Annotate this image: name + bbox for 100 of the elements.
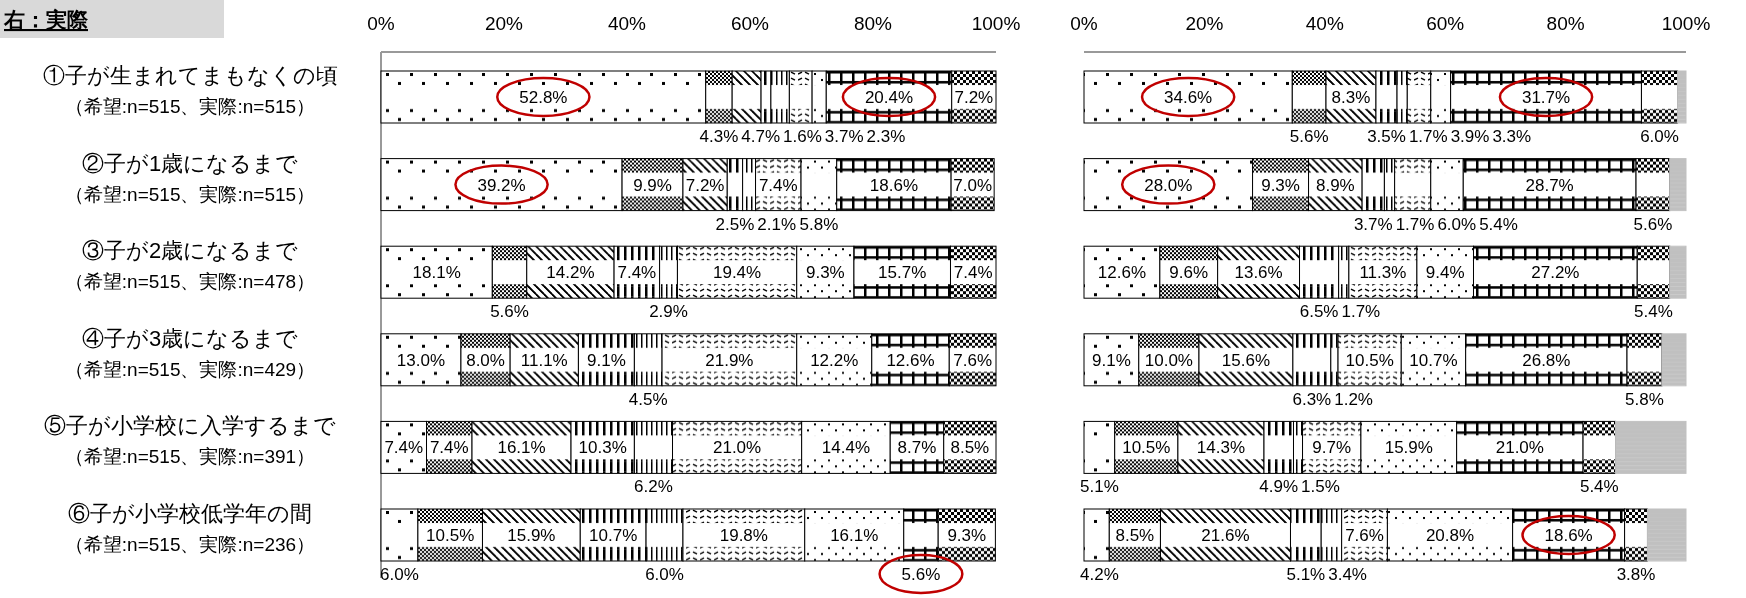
y-tick-label: ⑥子が小学校低学年の間（希望:n=515、実際:n=236） bbox=[64, 501, 316, 555]
x-tick-label: 0% bbox=[367, 13, 395, 34]
data-label: 52.8% bbox=[519, 88, 568, 107]
x-tick-label: 40% bbox=[1305, 13, 1344, 34]
data-label: 10.7% bbox=[589, 526, 638, 545]
data-label: 13.6% bbox=[1234, 263, 1283, 283]
x-tick-label: 60% bbox=[1426, 13, 1465, 34]
data-label: 6.3% bbox=[1292, 389, 1332, 409]
data-label: 20.8% bbox=[1425, 526, 1475, 545]
data-label: 6.0% bbox=[1640, 127, 1679, 146]
data-label: 8.5% bbox=[950, 438, 990, 458]
data-label: 7.0% bbox=[953, 175, 993, 195]
bar bbox=[1661, 333, 1687, 387]
x-tick-label: 100% bbox=[971, 13, 1021, 34]
data-label: 19.8% bbox=[719, 526, 768, 545]
data-label: 7.4% bbox=[384, 438, 424, 458]
data-label: 6.2% bbox=[634, 477, 673, 497]
data-label: 11.3% bbox=[1359, 263, 1407, 283]
data-label: 4.3% bbox=[699, 127, 739, 146]
y-tick-label: ⑤子が小学校に入学するまで（希望:n=515、実際:n=391） bbox=[44, 413, 336, 468]
data-label: 39.2% bbox=[477, 175, 526, 195]
data-label: 4.7% bbox=[741, 127, 781, 146]
data-label: 3.3% bbox=[1492, 127, 1532, 146]
data-label: 5.6% bbox=[490, 302, 529, 322]
data-label: 16.1% bbox=[497, 438, 546, 458]
data-label: 5.6% bbox=[901, 565, 941, 584]
data-label: 9.3% bbox=[947, 526, 987, 545]
data-label: 10.5% bbox=[1122, 438, 1171, 458]
x-tick-label: 100% bbox=[1661, 13, 1711, 34]
data-label: 9.9% bbox=[633, 175, 672, 195]
x-tick-label: 80% bbox=[1546, 13, 1585, 34]
data-label: 31.7% bbox=[1521, 88, 1571, 107]
data-label: 8.3% bbox=[1331, 88, 1371, 107]
data-label: 19.4% bbox=[712, 263, 762, 283]
data-label: 7.4% bbox=[429, 438, 469, 458]
data-label: 5.6% bbox=[1633, 214, 1673, 234]
x-tick-label: 0% bbox=[1070, 13, 1098, 34]
data-label: 4.5% bbox=[628, 389, 668, 409]
x-tick-label: 20% bbox=[1185, 13, 1224, 34]
data-label: 16.1% bbox=[830, 526, 879, 545]
data-label: 3.7% bbox=[1353, 214, 1393, 234]
data-label: 3.8% bbox=[1616, 565, 1656, 584]
data-label: 7.6% bbox=[953, 350, 993, 370]
data-label: 6.0% bbox=[645, 565, 684, 584]
y-tick-label: ③子が2歳になるまで（希望:n=515、実際:n=478） bbox=[64, 238, 316, 293]
data-label: 7.2% bbox=[954, 88, 994, 107]
x-tick-label: 40% bbox=[607, 13, 647, 34]
data-label: 21.9% bbox=[705, 350, 754, 370]
data-label: 5.4% bbox=[1479, 214, 1518, 234]
data-label: 6.0% bbox=[380, 565, 419, 584]
data-label: 12.6% bbox=[886, 350, 935, 370]
data-label: 18.6% bbox=[869, 175, 919, 195]
x-tick-label: 20% bbox=[484, 13, 524, 34]
data-label: 5.1% bbox=[1080, 477, 1119, 497]
data-label: 9.3% bbox=[1261, 175, 1300, 195]
data-label: 20.4% bbox=[864, 88, 914, 107]
data-label: 9.4% bbox=[1425, 263, 1465, 283]
data-label: 28.7% bbox=[1525, 175, 1574, 195]
data-label: 5.8% bbox=[799, 214, 839, 234]
y-tick-label: ②子が1歳になるまで（希望:n=515、実際:n=515） bbox=[64, 150, 316, 205]
data-label: 1.2% bbox=[1334, 389, 1373, 409]
data-label: 9.6% bbox=[1169, 263, 1209, 283]
data-label: 21.0% bbox=[1495, 438, 1544, 458]
data-label: 14.3% bbox=[1196, 438, 1246, 458]
data-label: 27.2% bbox=[1531, 263, 1580, 283]
data-label: 9.3% bbox=[805, 263, 845, 283]
bar bbox=[1646, 508, 1687, 562]
data-label: 18.6% bbox=[1544, 526, 1593, 545]
data-label: 2.1% bbox=[757, 214, 797, 234]
data-label: 9.1% bbox=[1092, 350, 1131, 370]
text: 右：実際 bbox=[3, 8, 89, 31]
data-label: 8.9% bbox=[1315, 175, 1355, 195]
data-label: 1.5% bbox=[1301, 477, 1340, 497]
data-label: 4.9% bbox=[1259, 477, 1299, 497]
data-label: 1.6% bbox=[783, 127, 822, 146]
x-tick-label: 60% bbox=[730, 13, 770, 34]
data-label: 3.9% bbox=[1450, 127, 1490, 146]
data-label: 2.9% bbox=[649, 302, 688, 322]
bar bbox=[1615, 420, 1687, 474]
data-label: 15.9% bbox=[1384, 438, 1433, 458]
data-label: 8.7% bbox=[897, 438, 937, 458]
data-label: 5.8% bbox=[1625, 389, 1664, 409]
data-label: 26.8% bbox=[1522, 350, 1571, 370]
data-label: 12.2% bbox=[810, 350, 859, 370]
data-label: 10.5% bbox=[426, 526, 475, 545]
data-label: 1.7% bbox=[1408, 127, 1448, 146]
data-label: 5.1% bbox=[1286, 565, 1326, 584]
data-label: 10.5% bbox=[1345, 350, 1394, 370]
data-label: 2.3% bbox=[866, 127, 906, 146]
data-label: 7.6% bbox=[1345, 526, 1384, 545]
data-label: 10.0% bbox=[1144, 350, 1193, 370]
x-tick-label: 80% bbox=[853, 13, 893, 34]
y-tick-label: ①子が生まれてまもなくの頃（希望:n=515、実際:n=515） bbox=[42, 63, 338, 117]
y-tick-label: ④子が3歳になるまで（希望:n=515、実際:n=429） bbox=[64, 325, 316, 380]
data-label: 7.4% bbox=[953, 263, 993, 283]
data-label: 1.7% bbox=[1341, 302, 1381, 322]
data-label: 5.4% bbox=[1634, 302, 1673, 322]
data-label: 8.0% bbox=[466, 350, 505, 370]
data-label: 9.1% bbox=[587, 350, 626, 370]
data-label: 14.4% bbox=[821, 438, 871, 458]
